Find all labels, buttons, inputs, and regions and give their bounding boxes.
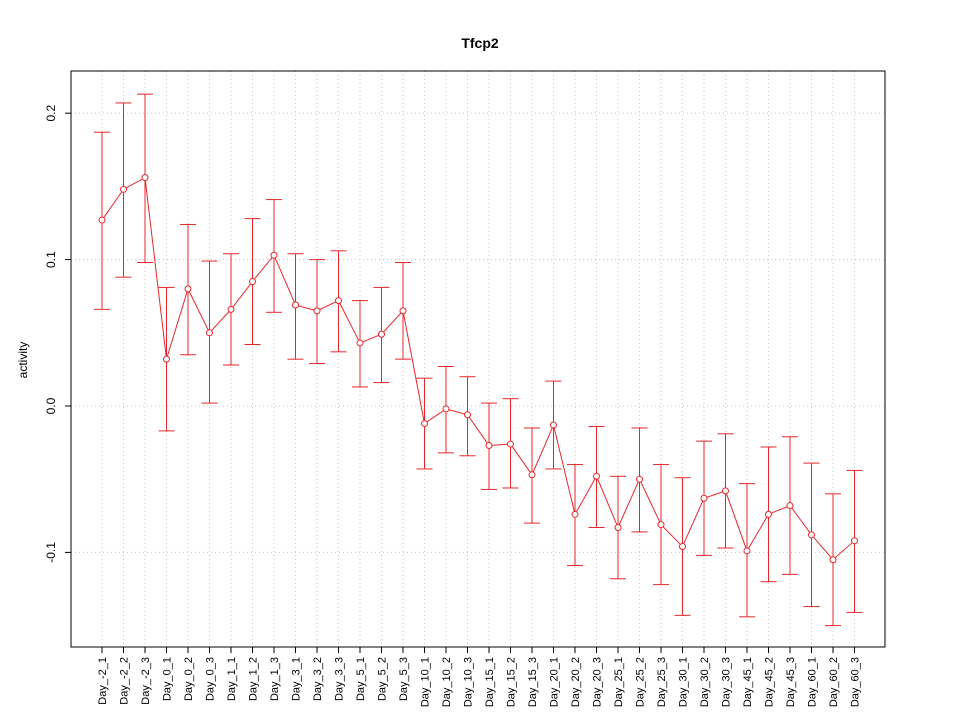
data-point xyxy=(743,547,751,555)
data-point xyxy=(206,329,213,337)
x-tick-label: Day_1_1 xyxy=(226,657,238,701)
x-tick-label: Day_20_1 xyxy=(549,657,561,707)
data-point xyxy=(786,502,794,510)
x-tick-label: Day_30_1 xyxy=(678,657,690,707)
plot-frame xyxy=(70,70,886,648)
data-point xyxy=(292,301,299,309)
x-tick-label: Day_15_1 xyxy=(484,657,496,707)
data-point xyxy=(550,421,557,429)
data-point xyxy=(141,174,149,182)
x-tick-label: Day_5_3 xyxy=(398,657,410,701)
data-point xyxy=(528,471,536,479)
x-tick-label: Day_-2_1 xyxy=(97,657,109,705)
data-point xyxy=(399,307,407,315)
x-axis: Day_-2_1 Day_-2_2 Day_-2_3 Day_0_1 Day_0_2 Da… xyxy=(97,647,862,707)
series-line xyxy=(101,176,855,561)
x-tick-label: Day_10_2 xyxy=(441,657,453,707)
chart-title: Tfcp2 xyxy=(461,35,499,51)
x-tick-label: Day_10_1 xyxy=(420,657,432,707)
x-tick-label: Day_3_2 xyxy=(312,657,324,701)
data-point xyxy=(657,521,665,529)
data-point xyxy=(163,355,170,363)
data-points xyxy=(98,174,858,564)
data-point xyxy=(485,442,493,450)
x-tick-label: Day_-2_3 xyxy=(140,657,152,705)
data-point xyxy=(270,251,278,259)
x-tick-label: Day_25_1 xyxy=(613,657,625,707)
x-tick-label: Day_10_3 xyxy=(463,657,475,707)
x-tick-label: Day_3_1 xyxy=(291,657,303,701)
data-point xyxy=(227,305,235,313)
x-tick-label: Day_60_2 xyxy=(828,657,840,707)
data-point xyxy=(442,405,450,413)
data-point xyxy=(421,420,428,428)
data-point xyxy=(851,537,858,545)
y-tick-label: 0.0 xyxy=(44,397,58,414)
data-point xyxy=(98,216,106,224)
data-point xyxy=(765,510,772,518)
x-tick-label: Day_3_3 xyxy=(334,657,346,701)
data-point xyxy=(335,297,342,305)
x-tick-label: Day_25_2 xyxy=(635,657,647,707)
x-tick-label: Day_60_1 xyxy=(807,657,819,707)
data-point xyxy=(679,543,686,551)
data-point xyxy=(313,307,321,315)
x-tick-label: Day_45_2 xyxy=(764,657,776,707)
data-point xyxy=(593,472,600,480)
data-point xyxy=(636,475,643,483)
series-line-path xyxy=(101,176,855,561)
x-tick-label: Day_1_3 xyxy=(269,657,281,701)
x-tick-label: Day_45_3 xyxy=(785,657,797,707)
data-point xyxy=(614,524,622,532)
x-tick-label: Day_0_3 xyxy=(205,657,217,701)
data-point xyxy=(378,330,385,338)
grid-lines xyxy=(71,71,885,647)
x-tick-label: Day_15_2 xyxy=(506,657,518,707)
data-point xyxy=(249,278,256,286)
data-point xyxy=(464,411,471,419)
y-tick-label: -0.1 xyxy=(44,542,58,563)
x-tick-label: Day_15_3 xyxy=(527,657,539,707)
y-tick-label: 0.2 xyxy=(44,105,58,122)
x-tick-label: Day_30_3 xyxy=(721,657,733,707)
data-point xyxy=(507,440,514,448)
data-point xyxy=(120,185,127,193)
data-point xyxy=(571,510,579,518)
x-tick-label: Day_60_3 xyxy=(850,657,862,707)
x-tick-label: Day_45_1 xyxy=(742,657,754,707)
x-tick-label: Day_0_1 xyxy=(162,657,174,701)
x-tick-label: Day_0_2 xyxy=(183,657,195,701)
x-tick-label: Day_5_1 xyxy=(355,657,367,701)
data-point xyxy=(700,494,708,502)
y-tick-label: 0.1 xyxy=(44,251,58,268)
data-point xyxy=(184,285,192,293)
x-tick-label: Day_30_2 xyxy=(699,657,711,707)
y-axis: -0.1 0.0 0.1 0.2 xyxy=(44,105,71,563)
data-point xyxy=(356,339,364,347)
data-point xyxy=(722,487,729,495)
x-tick-label: Day_5_2 xyxy=(377,657,389,701)
x-tick-label: Day_1_2 xyxy=(248,657,260,701)
data-point xyxy=(808,531,815,539)
x-tick-label: Day_25_3 xyxy=(656,657,668,707)
y-axis-label: activity xyxy=(16,342,30,379)
x-tick-label: Day_20_3 xyxy=(592,657,604,707)
x-tick-label: Day_20_2 xyxy=(570,657,582,707)
data-point xyxy=(829,556,837,564)
x-tick-label: Day_-2_2 xyxy=(119,657,131,705)
